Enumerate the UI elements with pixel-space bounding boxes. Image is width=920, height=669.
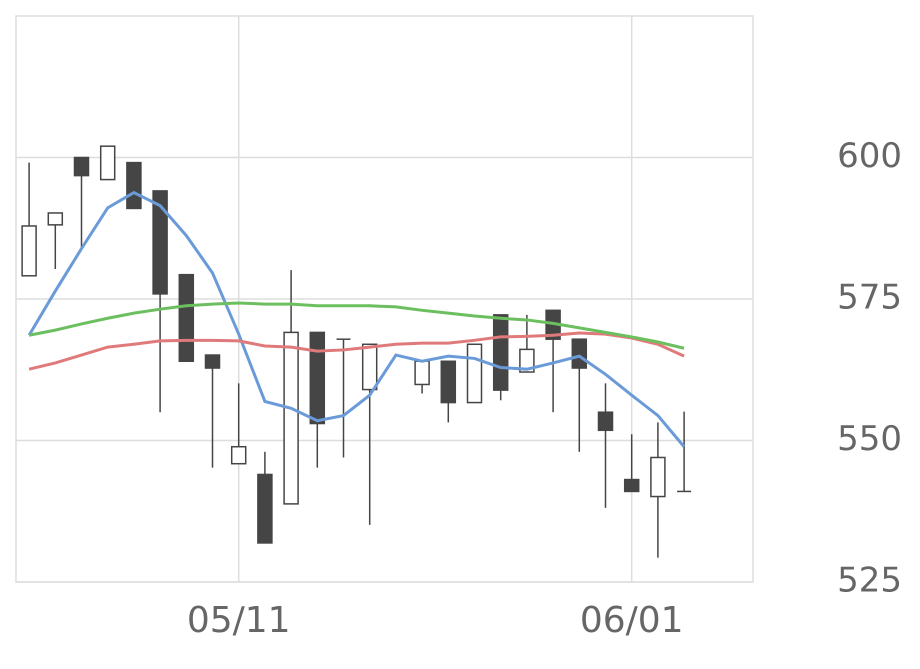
candle-body [571,338,588,369]
candle-body [492,314,509,391]
candle-body [650,456,666,498]
candle-body [21,225,37,277]
candle-body [152,190,168,295]
moving-average-line [27,190,686,448]
candle-body [73,156,90,177]
candle-body [99,145,116,181]
candle-body [414,360,430,386]
candle-body [283,331,299,505]
candle-body [126,161,142,210]
candle-body [309,331,326,425]
moving-average-line [28,331,685,371]
candle-body [623,478,640,493]
moving-average-line [28,301,685,350]
x-tick-label: 06/01 [580,600,684,641]
y-tick-label: 525 [837,561,902,601]
candle-body [466,343,483,404]
candle-body [230,445,247,465]
candle-body [597,411,614,432]
candle-body [440,360,457,404]
y-tick-label: 600 [837,136,902,176]
y-tick-label: 550 [837,419,902,459]
y-tick-label: 575 [837,278,902,318]
candle-body [178,273,195,363]
candle-body [257,473,273,544]
candle-body [361,343,378,391]
candle-body [204,354,221,369]
candle-body [519,348,535,373]
x-tick-label: 05/11 [187,600,291,641]
candle-body [47,212,64,226]
